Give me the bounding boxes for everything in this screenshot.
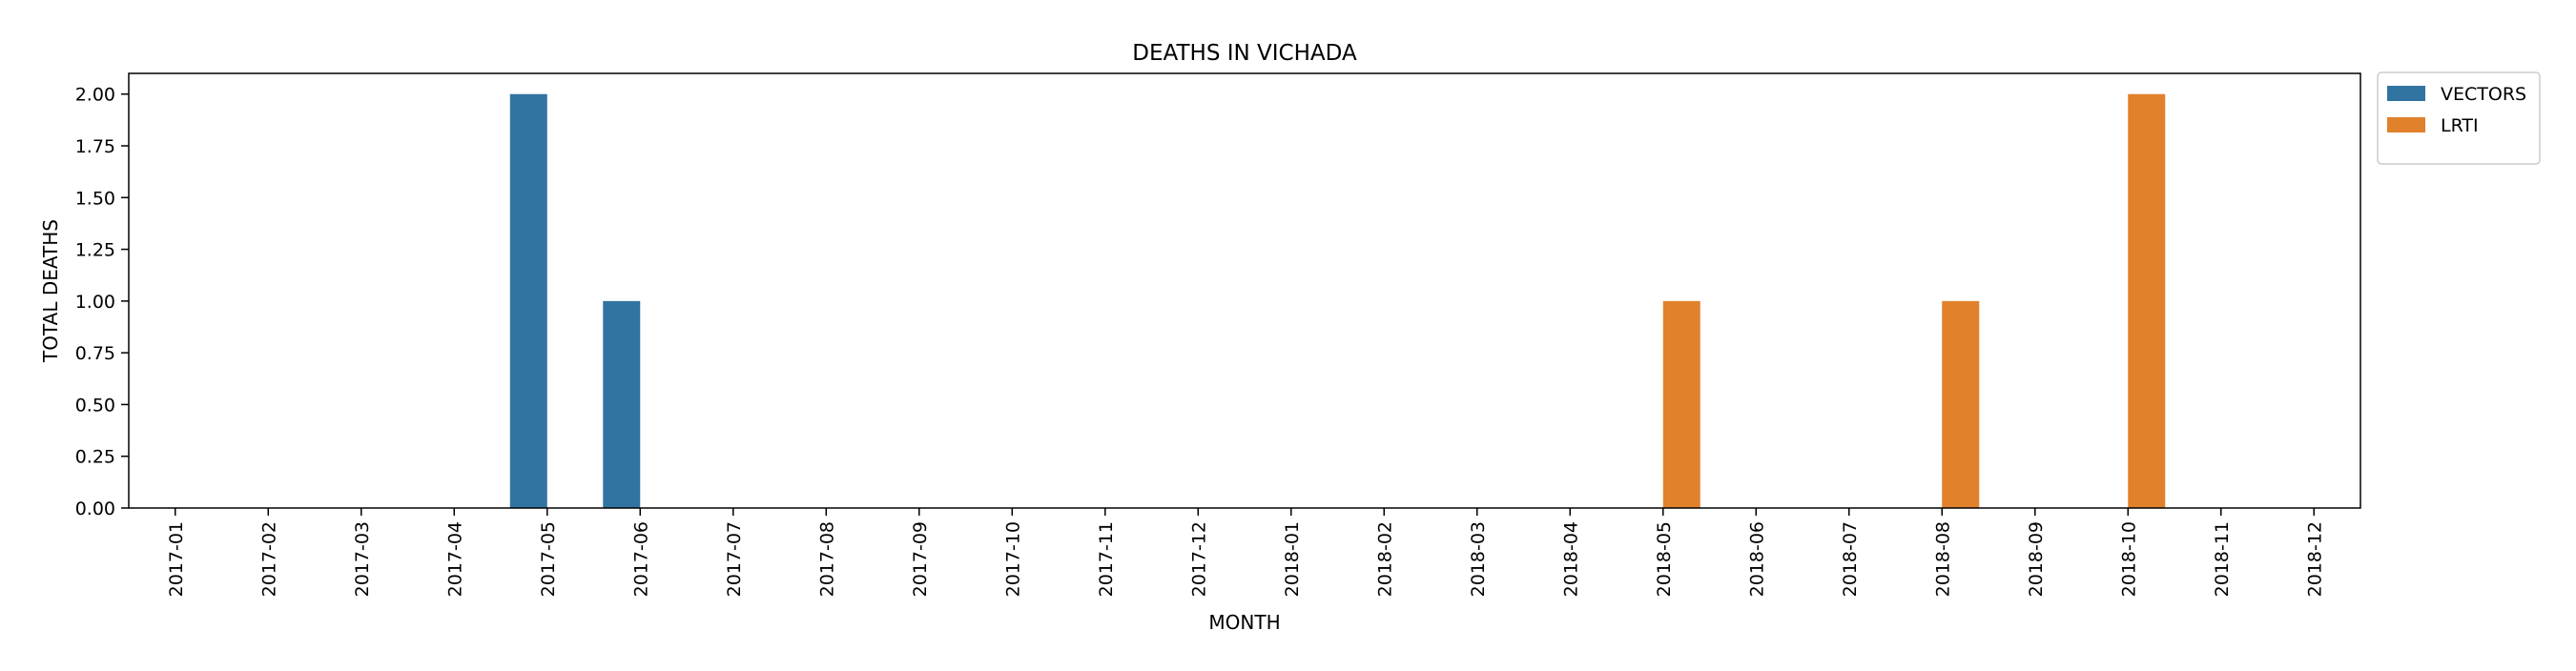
bars-group: [509, 93, 2166, 509]
x-tick-label: 2018-08: [1932, 521, 1953, 597]
bar-lrti-2018-10: [2128, 93, 2166, 509]
y-tick-label: 1.75: [75, 136, 115, 157]
y-axis: 0.00 0.25 0.50 0.75 1.00 1.25 1.50 1.75 2.00: [75, 85, 129, 519]
x-tick-label: 2017-12: [1188, 521, 1209, 597]
x-tick-label: 2017-08: [816, 521, 837, 597]
y-tick-label: 1.00: [75, 292, 115, 313]
x-tick-label: 2018-10: [2118, 521, 2139, 597]
x-tick-label: 2018-03: [1468, 521, 1489, 597]
y-tick-label: 0.00: [75, 498, 115, 519]
y-axis-label: TOTAL DEATHS: [39, 219, 62, 363]
bar-vectors-2017-05: [509, 93, 547, 509]
x-tick-label: 2018-04: [1560, 521, 1581, 597]
y-tick-label: 0.25: [75, 447, 115, 468]
x-tick-label: 2017-07: [724, 521, 745, 597]
x-tick-label: 2017-03: [352, 521, 373, 597]
bar-lrti-2018-05: [1662, 300, 1700, 508]
x-tick-label: 2017-09: [910, 521, 931, 597]
bar-vectors-2017-06: [603, 300, 641, 508]
plot-area-frame: [128, 72, 2361, 509]
x-tick-label: 2017-11: [1096, 521, 1117, 597]
bar-lrti-2018-08: [1942, 300, 1980, 508]
x-tick-label: 2018-12: [2304, 521, 2325, 597]
y-tick-label: 0.75: [75, 343, 115, 364]
legend-swatch-lrti: [2387, 117, 2425, 132]
chart-title: DEATHS IN VICHADA: [1132, 41, 1357, 66]
x-tick-label: 2018-09: [2026, 521, 2047, 597]
y-tick-label: 1.50: [75, 188, 115, 209]
x-tick-label: 2017-02: [258, 521, 279, 597]
y-tick-label: 1.25: [75, 240, 115, 261]
x-tick-label: 2017-10: [1002, 521, 1023, 597]
x-tick-label: 2018-01: [1282, 521, 1303, 597]
x-tick-label: 2017-01: [166, 521, 187, 597]
x-tick-label: 2018-02: [1374, 521, 1395, 597]
x-tick-label: 2018-05: [1654, 521, 1675, 597]
legend-label-lrti: LRTI: [2441, 115, 2479, 136]
legend-label-vectors: VECTORS: [2441, 84, 2526, 105]
legend: VECTORS LRTI: [2377, 71, 2541, 165]
x-tick-label: 2017-04: [444, 521, 465, 597]
x-tick-label: 2018-06: [1746, 521, 1767, 597]
x-tick-label: 2018-07: [1840, 521, 1861, 597]
x-axis-label: MONTH: [1208, 611, 1280, 634]
y-tick-label: 0.50: [75, 395, 115, 416]
y-tick-label: 2.00: [75, 85, 115, 106]
x-tick-label: 2017-06: [630, 521, 651, 597]
x-tick-label: 2018-11: [2212, 521, 2233, 597]
x-tick-label: 2017-05: [538, 521, 559, 597]
legend-swatch-vectors: [2387, 86, 2425, 101]
x-axis: 2017-01 2017-02 2017-03 2017-04 2017-05 2017-…: [166, 508, 2325, 597]
